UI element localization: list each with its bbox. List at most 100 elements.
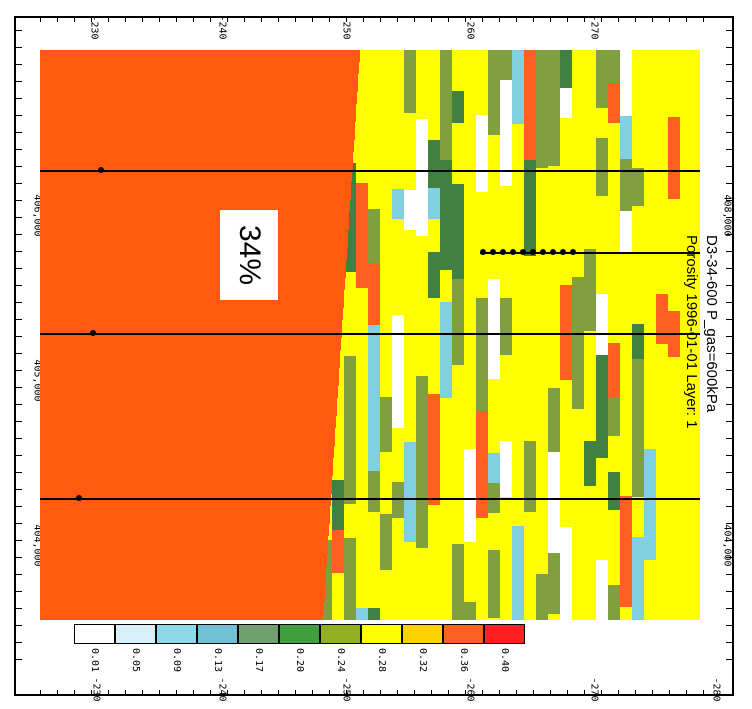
axis-tick — [16, 319, 22, 320]
axis-tick — [16, 200, 22, 201]
axis-tick — [726, 489, 732, 490]
axis-tick — [726, 115, 732, 116]
map-cell — [476, 411, 488, 481]
legend-swatch — [484, 624, 525, 644]
axis-tick — [652, 16, 653, 22]
map-cell — [536, 50, 548, 98]
axis-tick — [16, 370, 22, 371]
map-cell — [404, 304, 416, 375]
well-marker — [76, 495, 82, 501]
map-cell — [548, 452, 560, 553]
axis-tick — [16, 30, 22, 31]
axis-tick — [125, 690, 126, 696]
map-cell — [452, 544, 464, 620]
axis-tick — [210, 16, 211, 22]
axis-tick — [16, 285, 22, 286]
map-cell — [40, 236, 348, 242]
map-cell — [488, 330, 500, 379]
map-cell — [452, 365, 464, 429]
axis-tick — [567, 690, 568, 696]
map-cell — [40, 350, 340, 356]
axis-tick — [74, 16, 75, 22]
map-cell — [584, 50, 596, 159]
axis-tick — [482, 16, 483, 22]
axis-tick — [726, 183, 732, 184]
map-cell — [428, 252, 440, 298]
legend-swatch — [279, 624, 320, 644]
perforation-marker — [480, 249, 486, 255]
axis-tick — [726, 166, 732, 167]
axis-tick — [159, 16, 160, 22]
map-cell — [356, 437, 368, 491]
map-cell — [452, 184, 464, 279]
axis-tick — [635, 690, 636, 696]
map-cell — [536, 233, 548, 263]
axis-tick — [16, 523, 22, 524]
map-cell — [572, 277, 584, 357]
map-cell — [560, 50, 572, 88]
map-cell — [404, 50, 416, 113]
axis-tick — [16, 642, 22, 643]
axis-tick — [193, 16, 194, 22]
porosity-map — [40, 50, 700, 620]
map-cell — [560, 285, 572, 380]
map-cell — [40, 428, 335, 434]
axis-tick — [652, 690, 653, 696]
map-cell — [40, 452, 334, 458]
map-cell — [416, 485, 428, 548]
axis-tick — [227, 16, 228, 22]
legend-swatch — [361, 624, 402, 644]
map-cell — [464, 449, 476, 542]
map-cell — [40, 110, 356, 116]
legend-label: 0.28 — [376, 648, 387, 673]
axis-tick — [295, 16, 296, 22]
map-cell — [40, 254, 347, 260]
axis-tick — [726, 268, 732, 269]
map-cell — [548, 50, 560, 166]
map-cell — [40, 140, 354, 146]
map-cell — [620, 407, 632, 496]
map-cell — [440, 302, 452, 398]
axis-tick — [584, 690, 585, 696]
map-cell — [40, 566, 326, 572]
map-cell — [500, 80, 512, 186]
axis-tick — [40, 16, 41, 22]
map-cell — [560, 527, 572, 620]
map-cell — [40, 614, 323, 620]
axis-tick — [669, 16, 670, 22]
map-cell — [404, 375, 416, 442]
perforation-marker — [550, 249, 556, 255]
axis-tick — [465, 690, 466, 696]
axis-tick — [312, 690, 313, 696]
perforation-marker — [530, 249, 536, 255]
map-cell — [452, 91, 464, 123]
map-cell — [608, 585, 620, 620]
map-cell — [632, 168, 644, 206]
axis-tick — [142, 16, 143, 22]
axis-tick — [726, 234, 732, 235]
map-cell — [332, 480, 344, 530]
map-cell — [40, 608, 324, 614]
map-cell — [416, 119, 428, 236]
well-trajectory — [40, 498, 700, 500]
map-cell — [40, 320, 342, 326]
map-cell — [40, 68, 359, 74]
legend-label: 0.13 — [212, 648, 223, 673]
map-cell — [40, 302, 344, 308]
map-cell — [416, 236, 428, 301]
map-cell — [524, 586, 536, 620]
map-cell — [608, 397, 620, 436]
axis-tick — [726, 47, 732, 48]
legend-label: 0.40 — [499, 648, 510, 673]
axis-tick — [125, 16, 126, 22]
axis-tick — [57, 690, 58, 696]
map-cell — [488, 50, 500, 135]
map-cell — [40, 578, 326, 584]
axis-tick — [703, 690, 704, 696]
axis-tick — [363, 690, 364, 696]
legend-swatch — [197, 624, 238, 644]
perforation-marker — [490, 249, 496, 255]
map-cell — [440, 160, 452, 204]
axis-tick — [726, 540, 732, 541]
axis-tick — [726, 557, 732, 558]
